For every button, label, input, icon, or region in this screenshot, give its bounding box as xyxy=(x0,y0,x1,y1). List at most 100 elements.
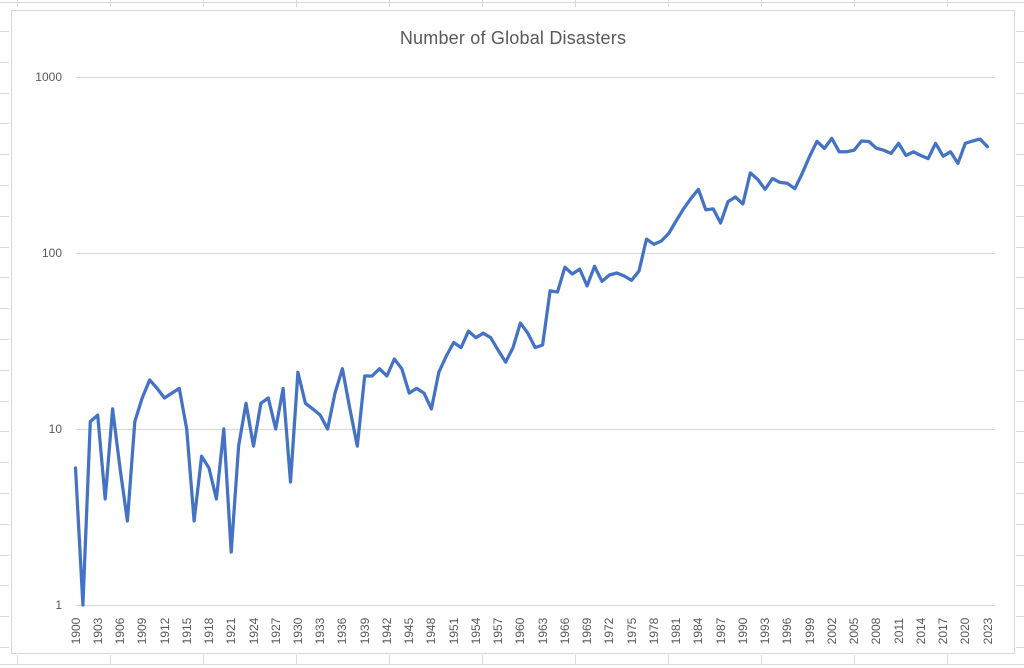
worksheet-gridline xyxy=(0,216,9,217)
worksheet-gridline xyxy=(0,401,9,402)
worksheet-gridline xyxy=(1016,555,1024,556)
worksheet-gridline xyxy=(575,0,576,7)
x-tick-label: 1972 xyxy=(602,617,617,645)
x-tick-label: 1957 xyxy=(491,617,506,645)
worksheet-gridline xyxy=(1016,616,1024,617)
worksheet-gridline xyxy=(668,0,669,7)
worksheet-gridline xyxy=(0,585,9,586)
worksheet-gridline xyxy=(1016,493,1024,494)
worksheet-gridline xyxy=(0,370,9,371)
worksheet-gridline xyxy=(296,0,297,7)
worksheet-gridline xyxy=(1016,93,1024,94)
worksheet-gridline xyxy=(668,655,669,664)
worksheet-gridline xyxy=(1016,62,1024,63)
y-gridline xyxy=(76,429,995,430)
x-tick-label: 1936 xyxy=(335,617,350,645)
worksheet-gridline xyxy=(1016,647,1024,648)
worksheet-gridline xyxy=(0,62,9,63)
worksheet-gridline xyxy=(1016,462,1024,463)
y-gridline xyxy=(76,253,995,254)
x-tick-label: 1906 xyxy=(113,617,127,645)
worksheet-gridline xyxy=(110,655,111,664)
worksheet-gridline xyxy=(0,31,9,32)
x-tick-label: 2020 xyxy=(958,617,973,645)
worksheet-gridline xyxy=(0,647,9,648)
worksheet-gridline xyxy=(17,0,18,7)
x-tick-label: 2017 xyxy=(936,617,951,645)
worksheet-gridline xyxy=(0,664,1024,665)
worksheet-gridline xyxy=(389,655,390,664)
x-tick-label: 1975 xyxy=(624,617,639,645)
x-tick-label: 1924 xyxy=(246,617,261,645)
x-tick-label: 1933 xyxy=(313,617,328,645)
worksheet-gridline xyxy=(854,0,855,7)
worksheet-gridline xyxy=(947,0,948,7)
x-tick-label: 1954 xyxy=(468,617,483,645)
worksheet-gridline xyxy=(1016,370,1024,371)
worksheet-gridline xyxy=(0,277,9,278)
worksheet-gridline xyxy=(0,247,9,248)
worksheet-gridline xyxy=(0,2,1024,3)
worksheet-gridline xyxy=(1016,247,1024,248)
x-tick-label: 1996 xyxy=(780,617,795,645)
x-tick-label: 1915 xyxy=(179,617,194,645)
x-tick-label: 1984 xyxy=(691,617,706,645)
worksheet-gridline xyxy=(389,0,390,7)
worksheet-gridline xyxy=(575,655,576,664)
worksheet-gridline xyxy=(0,123,9,124)
worksheet-gridline xyxy=(0,431,9,432)
worksheet-gridline xyxy=(1016,123,1024,124)
y-gridline xyxy=(76,605,995,606)
x-tick-label: 2014 xyxy=(913,617,928,645)
worksheet-gridline xyxy=(1016,216,1024,217)
worksheet-gridline xyxy=(0,185,9,186)
worksheet-gridline xyxy=(1016,339,1024,340)
worksheet-gridline xyxy=(0,462,9,463)
x-tick-label: 1921 xyxy=(224,617,239,645)
worksheet-gridline xyxy=(1016,308,1024,309)
x-tick-label: 1951 xyxy=(446,617,461,645)
worksheet-gridline xyxy=(1016,585,1024,586)
x-tick-label: 2008 xyxy=(869,617,884,645)
worksheet-gridline xyxy=(110,0,111,7)
chart-title: Number of Global Disasters xyxy=(399,28,627,48)
x-tick-label: 2002 xyxy=(824,617,839,645)
worksheet-gridline xyxy=(1016,277,1024,278)
x-tick-label: 1930 xyxy=(290,617,305,645)
y-tick-label: 1 xyxy=(55,598,62,612)
x-tick-label: 1999 xyxy=(802,617,817,645)
worksheet-gridline xyxy=(0,616,9,617)
worksheet-gridline xyxy=(1016,401,1024,402)
x-tick-label: 1927 xyxy=(268,617,283,645)
x-tick-label: 1903 xyxy=(90,617,105,645)
worksheet-gridline xyxy=(0,154,9,155)
worksheet-gridline xyxy=(482,655,483,664)
x-tick-label: 1969 xyxy=(580,617,595,645)
worksheet-gridline xyxy=(761,655,762,664)
worksheet-gridline xyxy=(482,0,483,7)
worksheet-gridline xyxy=(0,493,9,494)
x-tick-label: 1987 xyxy=(713,617,728,645)
x-tick-label: 2011 xyxy=(891,618,906,644)
x-tick-label: 1900 xyxy=(68,617,83,645)
x-tick-label: 1912 xyxy=(157,617,172,645)
worksheet-gridline xyxy=(0,555,9,556)
x-tick-label: 1966 xyxy=(557,617,572,645)
x-tick-label: 1990 xyxy=(735,617,750,645)
x-tick-label: 1909 xyxy=(135,617,150,645)
disasters-chart[interactable] xyxy=(11,10,1015,654)
y-tick-label: 10 xyxy=(48,422,62,436)
x-tick-label: 1960 xyxy=(513,617,528,645)
x-tick-label: 2023 xyxy=(980,617,995,645)
worksheet-gridline xyxy=(761,0,762,7)
x-tick-label: 1918 xyxy=(202,617,216,645)
worksheet-gridline xyxy=(203,655,204,664)
worksheet-gridline xyxy=(1016,154,1024,155)
worksheet-gridline xyxy=(203,0,204,7)
worksheet-gridline xyxy=(854,655,855,664)
worksheet-gridline xyxy=(17,655,18,664)
y-tick-label: 1000 xyxy=(35,70,62,84)
y-tick-label: 100 xyxy=(41,246,62,260)
x-tick-label: 1948 xyxy=(424,617,439,645)
worksheet-gridline xyxy=(1016,524,1024,525)
